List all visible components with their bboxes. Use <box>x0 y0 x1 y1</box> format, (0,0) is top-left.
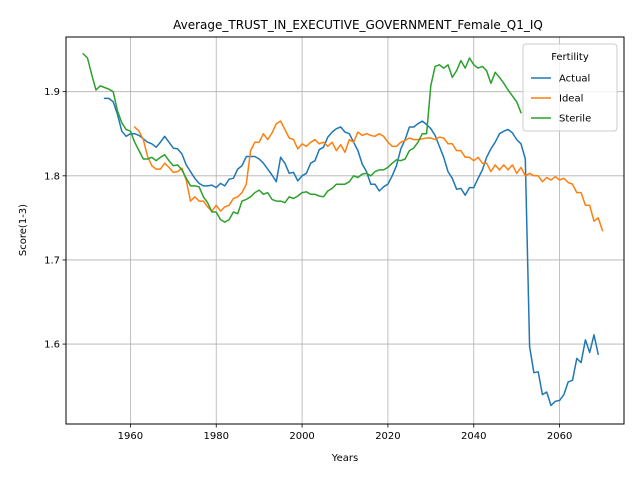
legend-label-ideal: Ideal <box>559 94 583 105</box>
series-line-actual <box>103 97 600 407</box>
y-tick-label: 1.8 <box>44 171 60 182</box>
y-tick-label: 1.9 <box>44 87 60 98</box>
x-tick-label: 2000 <box>289 431 314 442</box>
x-tick-label: 2060 <box>547 431 572 442</box>
legend-entries: Actual Ideal Sterile <box>531 74 591 125</box>
y-tick-label: 1.7 <box>44 255 60 266</box>
legend-box <box>522 43 618 132</box>
series-line-ideal <box>133 120 604 232</box>
legend-label-sterile: Sterile <box>559 114 591 125</box>
legend-label-actual: Actual <box>559 74 590 85</box>
axis-ticks: 1960 1980 2000 2020 2040 2060 1.6 1.7 1.8 1.9 <box>44 87 572 442</box>
series-lines <box>82 52 604 407</box>
x-tick-label: 2040 <box>461 431 486 442</box>
chart-title: Average_TRUST_IN_EXECUTIVE_GOVERNMENT_Fe… <box>173 18 543 32</box>
x-tick-label: 1980 <box>204 431 229 442</box>
x-tick-label: 2020 <box>375 431 400 442</box>
plot-frame <box>65 36 625 425</box>
y-axis-label: Score(1-3) <box>18 204 29 256</box>
x-axis-label: Years <box>331 453 358 464</box>
y-tick-label: 1.6 <box>44 340 60 351</box>
x-tick-label: 1960 <box>118 431 143 442</box>
series-line-sterile <box>82 52 522 223</box>
legend: Fertility Actual Ideal Sterile <box>522 43 618 132</box>
legend-title: Fertility <box>551 52 589 63</box>
